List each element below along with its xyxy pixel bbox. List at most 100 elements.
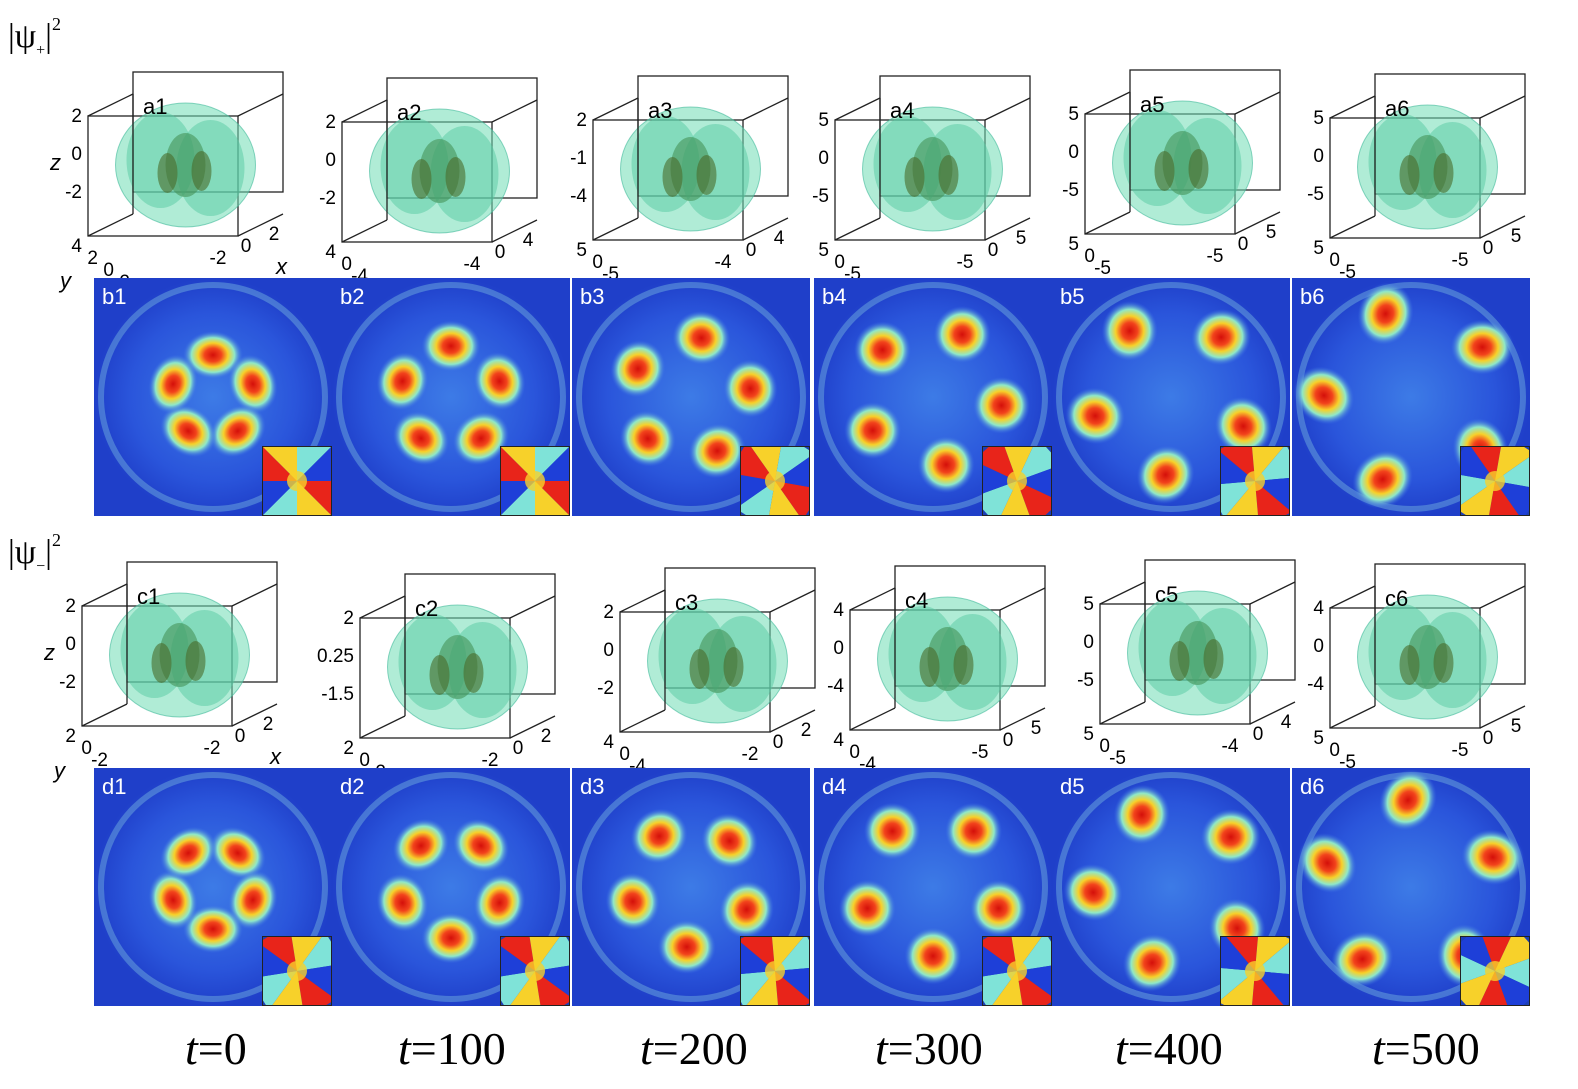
psi-minus-label: |ψ−|2 bbox=[8, 530, 61, 575]
phase-inset-d5 bbox=[1220, 936, 1290, 1006]
bottom-density-panel-d1: d1 bbox=[94, 768, 332, 1006]
panel-label-a4: a4 bbox=[890, 98, 914, 123]
y-tick-c1: 2 bbox=[65, 726, 76, 747]
z-tick-c6: 4 bbox=[1313, 598, 1324, 619]
x-tick-a1: 2 bbox=[269, 224, 280, 245]
panel-label-b4: b4 bbox=[822, 284, 847, 309]
x-tick-c1: 2 bbox=[263, 714, 274, 735]
z-tick-a3: -4 bbox=[570, 186, 587, 207]
y-tick-c2: 2 bbox=[343, 738, 354, 759]
top-density-panel-b2: b2 bbox=[332, 278, 570, 516]
x-axis-label: x bbox=[275, 254, 288, 279]
x-tick-c2: -2 bbox=[482, 750, 499, 771]
y-tick-c3: 4 bbox=[603, 732, 614, 753]
x-tick-c5: 4 bbox=[1281, 712, 1292, 733]
x-tick-c5: 0 bbox=[1253, 724, 1264, 745]
z-tick-a3: 2 bbox=[576, 110, 587, 131]
bottom-3d-panel-c4: c4 4 0 -4 4 0 -4 -5 0 5 bbox=[810, 536, 1050, 775]
phase-inset-d6 bbox=[1460, 936, 1530, 1006]
top-density-panel-b4: b4 bbox=[814, 278, 1052, 516]
z-tick-a6: 0 bbox=[1313, 146, 1324, 167]
top-3d-panel-a5: a5 5 0 -5 5 0 -5 -5 0 5 bbox=[1045, 40, 1285, 279]
z-tick-c4: -4 bbox=[827, 676, 844, 697]
top-density-panel-b3: b3 bbox=[572, 278, 810, 516]
top-3d-panel-a3: a3 2 -1 -4 5 0 -5 -4 0 4 bbox=[553, 46, 793, 285]
phase-inset-b1 bbox=[262, 446, 332, 516]
x-tick-a3: 4 bbox=[774, 228, 785, 249]
panel-label-d5: d5 bbox=[1060, 774, 1085, 799]
panel-label-b2: b2 bbox=[340, 284, 365, 309]
z-tick-c5: 0 bbox=[1083, 632, 1094, 653]
z-tick-a3: -1 bbox=[570, 148, 587, 169]
z-tick-a1: 2 bbox=[71, 106, 82, 127]
x-tick-a5: -5 bbox=[1207, 246, 1224, 267]
z-tick-c1: -2 bbox=[59, 672, 76, 693]
y-tick-a3: 5 bbox=[576, 240, 587, 261]
x-tick-c2: 0 bbox=[513, 738, 524, 759]
y-tick-a6: -5 bbox=[1339, 262, 1356, 283]
z-tick-a6: -5 bbox=[1307, 184, 1324, 205]
panel-label-b1: b1 bbox=[102, 284, 127, 309]
y-tick-c5: 5 bbox=[1083, 724, 1094, 745]
z-tick-c5: 5 bbox=[1083, 594, 1094, 615]
time-label-300: t=300 bbox=[875, 1023, 983, 1074]
panel-label-c2: c2 bbox=[415, 596, 438, 621]
y-tick-c3: 0 bbox=[619, 744, 630, 765]
panel-label-c3: c3 bbox=[675, 590, 698, 615]
x-tick-a4: -5 bbox=[957, 252, 974, 273]
bottom-3d-panel-c5: c5 5 0 -5 5 0 -5 -4 0 4 bbox=[1060, 530, 1300, 769]
z-tick-c1: 0 bbox=[65, 634, 76, 655]
phase-inset-d1 bbox=[262, 936, 332, 1006]
y-tick-a2: 4 bbox=[325, 242, 336, 263]
phase-inset-d4 bbox=[982, 936, 1052, 1006]
x-tick-c6: 0 bbox=[1483, 728, 1494, 749]
panel-label-a5: a5 bbox=[1140, 92, 1164, 117]
y-tick-c1: 0 bbox=[81, 738, 92, 759]
y-tick-a5: 5 bbox=[1068, 234, 1079, 255]
x-tick-c6: -5 bbox=[1452, 740, 1469, 761]
y-tick-c6: 0 bbox=[1329, 740, 1340, 761]
panel-label-a6: a6 bbox=[1385, 96, 1409, 121]
x-tick-c1: -2 bbox=[204, 738, 221, 759]
x-tick-c3: -2 bbox=[742, 744, 759, 765]
x-tick-c6: 5 bbox=[1511, 716, 1522, 737]
z-axis-label: z bbox=[49, 150, 61, 175]
y-tick-c1: -2 bbox=[91, 750, 108, 771]
x-tick-c3: 0 bbox=[773, 732, 784, 753]
panel-label-c1: c1 bbox=[137, 584, 160, 609]
z-tick-a5: -5 bbox=[1062, 180, 1079, 201]
panel-label-d3: d3 bbox=[580, 774, 605, 799]
x-tick-a6: 5 bbox=[1511, 226, 1522, 247]
y-tick-a4: 0 bbox=[834, 252, 845, 273]
top-density-panel-b6: b6 bbox=[1292, 278, 1530, 516]
z-tick-c3: -2 bbox=[597, 678, 614, 699]
z-tick-c6: 0 bbox=[1313, 636, 1324, 657]
bottom-3d-panel-c3: c3 2 0 -2 4 0 -4 -2 0 2 bbox=[580, 538, 820, 777]
x-tick-a6: 0 bbox=[1483, 238, 1494, 259]
z-tick-a5: 5 bbox=[1068, 104, 1079, 125]
bottom-3d-panel-c1: c1 2 0 -2 2 0 -2 -2 0 2 z y x bbox=[42, 532, 282, 783]
z-tick-c1: 2 bbox=[65, 596, 76, 617]
y-tick-a4: 5 bbox=[818, 240, 829, 261]
panel-label-c4: c4 bbox=[905, 588, 928, 613]
x-tick-c4: -5 bbox=[972, 742, 989, 763]
y-tick-a1: 2 bbox=[87, 248, 98, 269]
time-label-0: t=0 bbox=[185, 1023, 247, 1074]
phase-inset-b2 bbox=[500, 446, 570, 516]
x-tick-a5: 0 bbox=[1238, 234, 1249, 255]
bottom-density-panel-d2: d2 bbox=[332, 768, 570, 1006]
x-tick-a2: -4 bbox=[464, 254, 481, 275]
y-tick-a6: 5 bbox=[1313, 238, 1324, 259]
time-label-100: t=100 bbox=[398, 1023, 506, 1074]
psi-plus-label: |ψ+|2 bbox=[8, 14, 61, 59]
panel-label-a2: a2 bbox=[397, 100, 421, 125]
bottom-density-panel-d6: d6 bbox=[1292, 768, 1530, 1006]
panel-label-c5: c5 bbox=[1155, 582, 1178, 607]
bottom-density-panel-d3: d3 bbox=[572, 768, 810, 1006]
